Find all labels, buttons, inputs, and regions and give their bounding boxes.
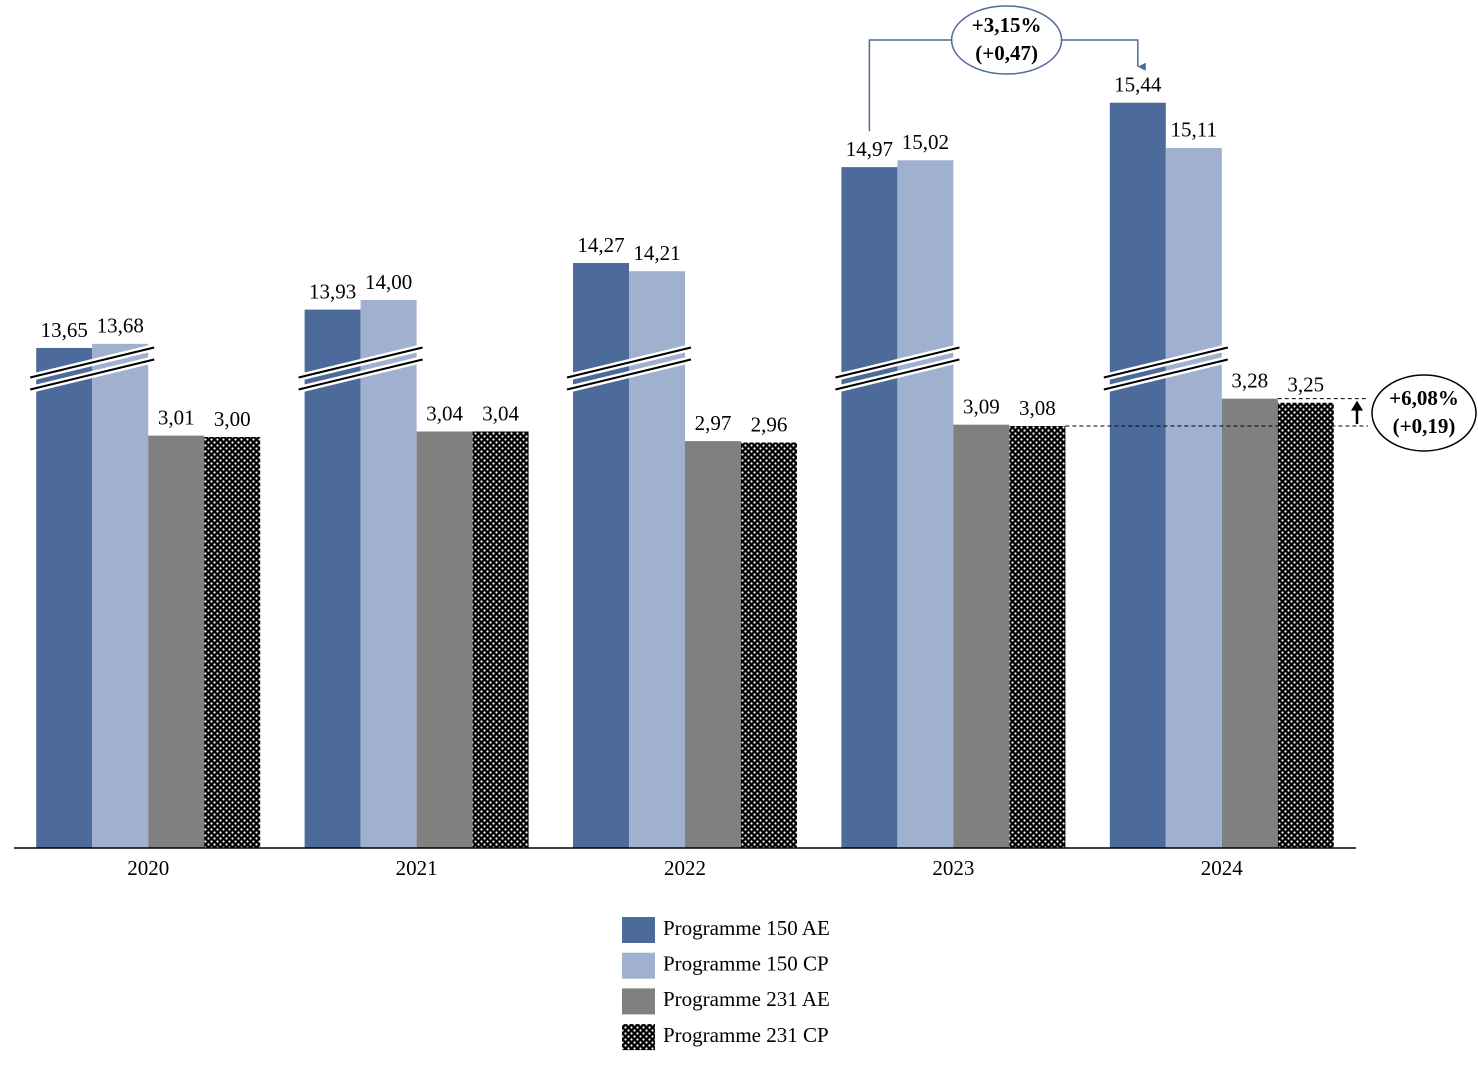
axis-break bbox=[1103, 346, 1229, 379]
bar bbox=[741, 442, 797, 848]
data-label: 3,04 bbox=[482, 401, 519, 425]
data-label: 13,68 bbox=[97, 314, 144, 338]
data-label: 14,97 bbox=[846, 137, 893, 161]
bar bbox=[841, 167, 898, 849]
axis-break bbox=[29, 358, 155, 391]
annotation-arrow bbox=[1351, 400, 1363, 411]
data-label: 3,08 bbox=[1019, 396, 1056, 420]
legend-label: Programme 231 CP bbox=[663, 1023, 829, 1047]
bar bbox=[416, 431, 473, 848]
x-tick-label: 2024 bbox=[1201, 856, 1244, 880]
bar bbox=[148, 435, 205, 848]
annotation-text: +6,08% bbox=[1389, 386, 1459, 410]
annotation-line bbox=[868, 39, 952, 132]
axis-break bbox=[566, 346, 692, 379]
data-label: 2,96 bbox=[751, 412, 788, 436]
x-tick-label: 2023 bbox=[932, 856, 974, 880]
data-label: 3,28 bbox=[1231, 368, 1268, 392]
legend-swatch bbox=[622, 1024, 655, 1051]
bar bbox=[1009, 426, 1066, 848]
bar bbox=[1221, 398, 1278, 848]
legend-swatch bbox=[622, 952, 655, 979]
legend-swatch bbox=[622, 917, 655, 943]
bar bbox=[204, 437, 261, 848]
data-label: 15,02 bbox=[902, 130, 949, 154]
annotation-bubble bbox=[950, 5, 1063, 75]
bar bbox=[1277, 402, 1334, 848]
axis-break bbox=[835, 346, 960, 379]
data-label: 3,25 bbox=[1287, 373, 1324, 397]
bar bbox=[36, 347, 93, 848]
bar bbox=[92, 343, 149, 848]
data-label: 3,01 bbox=[158, 405, 195, 429]
bar bbox=[472, 431, 529, 848]
bar bbox=[360, 300, 417, 848]
x-tick-label: 2022 bbox=[664, 856, 706, 880]
annotation-text: (+0,19) bbox=[1393, 414, 1456, 438]
data-label: 14,27 bbox=[577, 233, 624, 257]
data-label: 3,04 bbox=[426, 401, 463, 425]
bar bbox=[953, 424, 1010, 848]
legend-label: Programme 150 CP bbox=[663, 952, 829, 976]
data-label: 3,09 bbox=[963, 394, 1000, 418]
x-tick-label: 2021 bbox=[396, 856, 438, 880]
data-label: 15,11 bbox=[1171, 118, 1217, 142]
bar bbox=[685, 441, 741, 848]
legend-label: Programme 231 AE bbox=[663, 987, 830, 1011]
axis-break bbox=[1103, 358, 1229, 391]
axis-break bbox=[566, 358, 692, 391]
legend-label: Programme 150 AE bbox=[663, 916, 830, 940]
bar bbox=[897, 160, 954, 848]
bar bbox=[304, 309, 361, 849]
axis-break bbox=[29, 346, 155, 379]
axis-break bbox=[298, 346, 423, 379]
x-tick-label: 2020 bbox=[127, 856, 169, 880]
data-label: 14,21 bbox=[633, 241, 680, 265]
annotation-line bbox=[1061, 39, 1146, 71]
annotation-text: (+0,47) bbox=[975, 41, 1038, 65]
data-label: 13,65 bbox=[41, 318, 88, 342]
axis-break bbox=[835, 358, 960, 391]
annotation-bubble bbox=[1371, 374, 1477, 452]
data-label: 14,00 bbox=[365, 270, 412, 294]
bar bbox=[573, 263, 629, 848]
data-label: 2,97 bbox=[695, 411, 732, 435]
data-label: 3,00 bbox=[214, 407, 251, 431]
bar bbox=[1165, 147, 1222, 848]
bar bbox=[1109, 102, 1166, 849]
data-label: 15,44 bbox=[1114, 73, 1162, 97]
legend-swatch bbox=[622, 988, 655, 1015]
data-label: 13,93 bbox=[309, 279, 356, 303]
annotation-text: +3,15% bbox=[972, 13, 1042, 37]
axis-break bbox=[298, 358, 423, 391]
